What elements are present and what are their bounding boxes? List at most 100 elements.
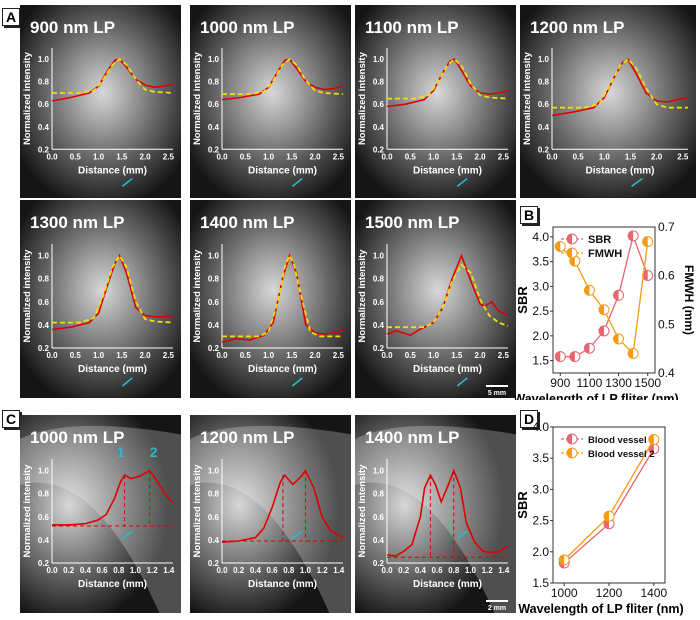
x-tick-label: 1.0: [428, 351, 440, 360]
fluorescence-image: [20, 415, 181, 613]
data-point: [642, 270, 654, 282]
y-axis-label: Normalized intensity: [522, 51, 533, 145]
data-point: [648, 433, 660, 445]
y-axis-label: Normalized intensity: [192, 249, 203, 343]
legend-marker: [566, 233, 578, 245]
x-axis-label: Distance (mm): [78, 364, 147, 375]
x-axis-label: Distance (mm): [248, 165, 317, 176]
data-point: [583, 284, 595, 296]
legend-marker: [566, 247, 578, 259]
y-tick-label: 3.5: [532, 255, 549, 269]
y-tick-label: 0.6: [208, 100, 220, 109]
x-tick-label: 0.0: [46, 566, 58, 575]
y-tick-label: 0.8: [38, 275, 50, 284]
x-tick-label: 1.4: [498, 566, 510, 575]
vessel-region: [20, 425, 181, 613]
x-axis-label: Distance (mm): [413, 165, 482, 176]
legend-label: Blood vessel 1: [588, 435, 655, 446]
x-tick-label: 0.8: [283, 566, 295, 575]
x-tick-label: 0.5: [70, 152, 82, 161]
profile-curve: [221, 253, 344, 343]
tile-title: 1300 nm LP: [30, 213, 125, 232]
x-tick-label: 1200: [596, 586, 623, 600]
y-tick-label: 0.8: [38, 490, 50, 499]
profile-curve: [551, 58, 689, 117]
tile-title: 1500 nm LP: [365, 213, 460, 232]
panel-label-d: D: [520, 410, 538, 428]
y-axis-label: Normalized intensity: [22, 464, 33, 558]
y-tick-label: 1.5: [532, 576, 549, 590]
y-tick-label: 0.6: [208, 513, 220, 522]
x-tick-label: 0.0: [216, 351, 228, 360]
x-axis-label: Wavelength of LP fliter (nm): [515, 392, 679, 400]
y2-axis-label: FMWH (mm): [682, 265, 696, 335]
data-point: [642, 236, 654, 248]
y-tick-label: 0.4: [38, 321, 50, 330]
y-tick-label: 0.2: [373, 559, 385, 568]
y-tick-label: 0.2: [38, 344, 50, 353]
y-tick-label: 0.8: [208, 490, 220, 499]
x-tick-label: 0.5: [405, 351, 417, 360]
x-tick-label: 1.0: [263, 152, 275, 161]
x-tick-label: 0.2: [398, 566, 410, 575]
x-tick-label: 0.0: [381, 152, 393, 161]
data-point: [554, 240, 566, 252]
image-tile: 1200 nm LP 0.2 0.4 0.6 0.8 1.0 0.0 0.2 0.4 0.6 0.8…: [190, 415, 351, 613]
x-tick-label: 1.4: [333, 566, 345, 575]
y-axis-label: SBR: [515, 491, 530, 519]
legend-label: Blood vessel 2: [588, 449, 655, 460]
profile-curve: [51, 253, 174, 331]
tile-plot: 1200 nm LP 0.2 0.4 0.6 0.8 1.0 0.0 0.5 1.0 1.5 2.0…: [520, 5, 696, 198]
tile-title: 1400 nm LP: [200, 213, 295, 232]
tile-plot: 1300 nm LP 0.2 0.4 0.6 0.8 1.0 0.0 0.5 1.0 1.5 2.0…: [20, 200, 181, 398]
y-tick-label: 0.6: [373, 298, 385, 307]
y-tick-label: 0.8: [208, 275, 220, 284]
legend-marker: [566, 447, 578, 459]
peak-label: 2: [150, 444, 158, 460]
data-point: [613, 333, 625, 345]
y-tick-label: 0.4: [208, 123, 220, 132]
chart-b: 900 1100 1300 1500 1.5 2.0 2.5 3.0 3.5 4.0 SBR Wave…: [515, 220, 696, 400]
y-tick-label: 0.6: [373, 513, 385, 522]
y-tick-label: 0.6: [538, 100, 550, 109]
y-tick-label: 0.8: [373, 78, 385, 87]
y-tick-label: 1.0: [373, 467, 385, 476]
x-tick-label: 2.5: [333, 152, 345, 161]
x-tick-label: 2.0: [140, 152, 152, 161]
tile-title: 1200 nm LP: [200, 428, 295, 447]
x-tick-label: 2.0: [651, 152, 663, 161]
y-tick-label: 0.2: [38, 559, 50, 568]
y-tick-label: 1.0: [538, 55, 550, 64]
y-tick-label: 2.5: [532, 514, 549, 528]
y-tick-label: 2.0: [532, 545, 549, 559]
y-tick-label: 3.0: [532, 279, 549, 293]
y-tick-label: 0.8: [373, 275, 385, 284]
tile-plot: 1400 nm LP 0.2 0.4 0.6 0.8 1.0 0.0 0.5 1.0 1.5 2.0…: [190, 200, 351, 398]
fluorescence-image: [20, 200, 181, 398]
roi-line: [291, 377, 303, 387]
fluorescence-image: [190, 5, 351, 198]
x-axis-label: Distance (mm): [78, 165, 147, 176]
fit-curve: [387, 263, 509, 329]
x-tick-label: 1100: [577, 376, 603, 390]
y-tick-label: 0.6: [38, 298, 50, 307]
scale-bar-label: 5 mm: [488, 390, 506, 397]
x-tick-label: 0.0: [46, 152, 58, 161]
x-tick-label: 1.0: [93, 351, 105, 360]
x-tick-label: 0.6: [267, 566, 279, 575]
data-point: [627, 230, 639, 242]
y-axis-label: Normalized intensity: [22, 51, 33, 145]
x-tick-label: 2.5: [333, 351, 345, 360]
y-tick-label: 0.2: [373, 344, 385, 353]
y-tick-label: 1.0: [38, 467, 50, 476]
peak-label: 1: [117, 444, 125, 460]
x-tick-label: 1.5: [116, 351, 128, 360]
x-tick-label: 1.5: [625, 152, 637, 161]
roi-line: [291, 177, 303, 187]
y-axis-label: Normalized intensity: [357, 464, 368, 558]
y2-tick-label: 0.5: [658, 317, 675, 331]
fluorescence-image: [190, 415, 351, 613]
tile-plot: 900 nm LP 0.2 0.4 0.6 0.8 1.0 0.0 0.5 1.0 1.5 2.0 2…: [20, 5, 181, 198]
x-tick-label: 0.5: [405, 152, 417, 161]
y-axis-label: Normalized intensity: [357, 249, 368, 343]
